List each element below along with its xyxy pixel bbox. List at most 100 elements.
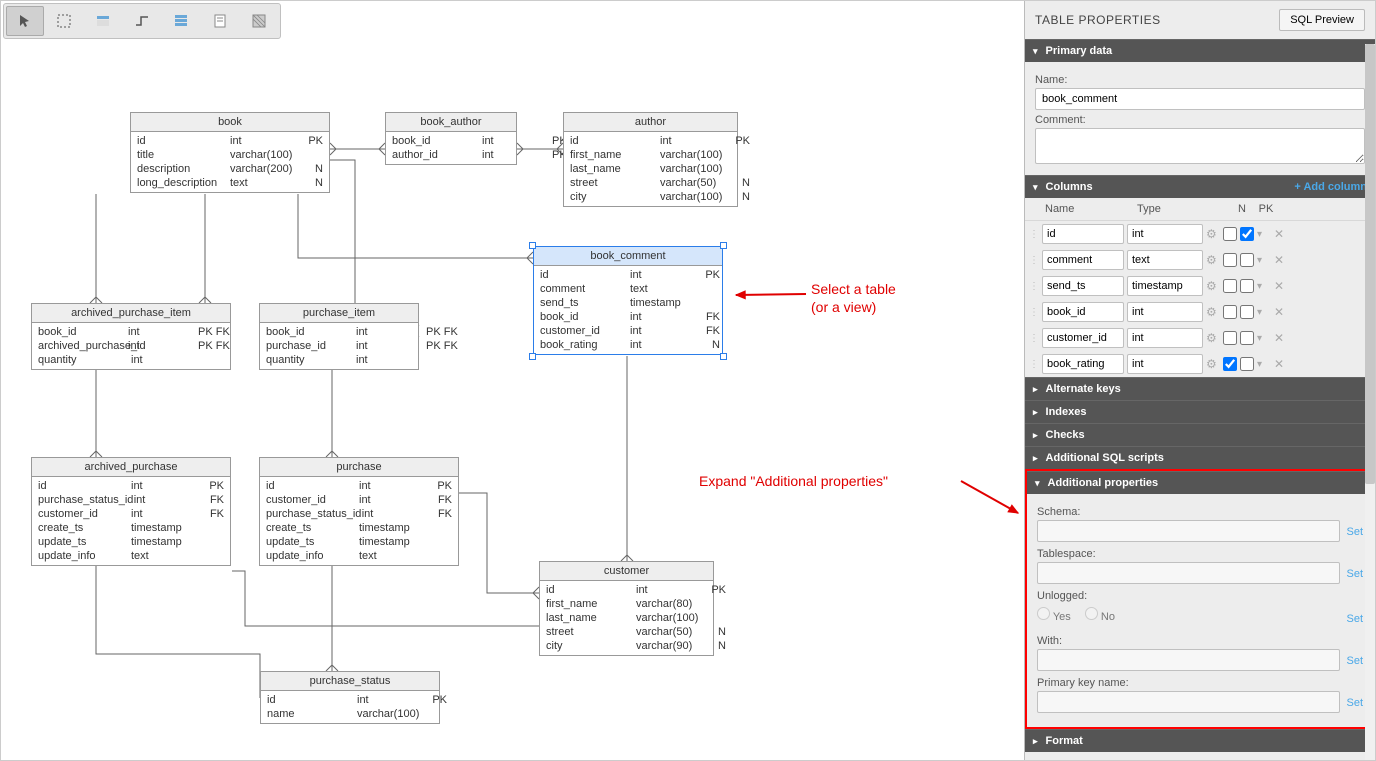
column-name-input[interactable] <box>1042 250 1124 270</box>
table-name-input[interactable] <box>1035 88 1365 110</box>
table-comment-input[interactable] <box>1035 128 1365 164</box>
nullable-checkbox[interactable] <box>1223 253 1237 267</box>
erd-table-purchase_item[interactable]: purchase_itembook_idintPK FKpurchase_idi… <box>259 303 419 370</box>
table-column: update_tstimestamp <box>38 535 224 549</box>
delete-icon[interactable]: ✕ <box>1274 227 1288 241</box>
sql-preview-button[interactable]: SQL Preview <box>1279 9 1365 31</box>
delete-icon[interactable]: ✕ <box>1274 253 1288 267</box>
schema-input[interactable] <box>1037 520 1340 542</box>
table-column: cityvarchar(90)N <box>546 639 707 653</box>
with-set-link[interactable]: Set <box>1346 655 1363 667</box>
gear-icon[interactable]: ⚙ <box>1206 331 1220 345</box>
column-type-input[interactable] <box>1127 250 1203 270</box>
more-icon[interactable]: ▾ <box>1257 333 1271 344</box>
tool-pointer[interactable] <box>6 6 44 36</box>
erd-table-author[interactable]: authoridintPKfirst_namevarchar(100)last_… <box>563 112 738 207</box>
scrollbar-thumb[interactable] <box>1365 44 1375 484</box>
pk-checkbox[interactable] <box>1240 279 1254 293</box>
column-name-input[interactable] <box>1042 354 1124 374</box>
gear-icon[interactable]: ⚙ <box>1206 279 1220 293</box>
erd-table-book_comment[interactable]: book_commentidintPKcommenttextsend_tstim… <box>533 246 723 355</box>
erd-table-book[interactable]: bookidintPKtitlevarchar(100)descriptionv… <box>130 112 330 193</box>
table-column: titlevarchar(100) <box>137 148 323 162</box>
drag-handle-icon[interactable]: ⋮⋮ <box>1029 307 1039 318</box>
pkn-set-link[interactable]: Set <box>1346 697 1363 709</box>
drag-handle-icon[interactable]: ⋮⋮ <box>1029 333 1039 344</box>
delete-icon[interactable]: ✕ <box>1274 279 1288 293</box>
table-column: last_namevarchar(100) <box>570 162 731 176</box>
drag-handle-icon[interactable]: ⋮⋮ <box>1029 281 1039 292</box>
more-icon[interactable]: ▾ <box>1257 359 1271 370</box>
unlogged-yes-radio[interactable]: Yes <box>1037 607 1071 623</box>
gear-icon[interactable]: ⚙ <box>1206 357 1220 371</box>
tool-area[interactable] <box>240 6 278 36</box>
erd-canvas[interactable]: bookidintPKtitlevarchar(100)descriptionv… <box>1 1 1024 760</box>
section-columns[interactable]: Columns + Add column <box>1025 175 1375 198</box>
selection-handle[interactable] <box>529 242 536 249</box>
additional-properties-body: Schema: Set Tablespace: Set Unlogged: Ye… <box>1027 494 1373 727</box>
tablespace-input[interactable] <box>1037 562 1340 584</box>
column-type-input[interactable] <box>1127 276 1203 296</box>
schema-set-link[interactable]: Set <box>1346 526 1363 538</box>
tool-table-stack[interactable] <box>162 6 200 36</box>
column-type-input[interactable] <box>1127 328 1203 348</box>
column-type-input[interactable] <box>1127 224 1203 244</box>
selection-handle[interactable] <box>720 242 727 249</box>
section-alternate-keys[interactable]: Alternate keys <box>1025 377 1375 400</box>
section-checks[interactable]: Checks <box>1025 423 1375 446</box>
gear-icon[interactable]: ⚙ <box>1206 253 1220 267</box>
erd-table-purchase_status[interactable]: purchase_statusidintPKnamevarchar(100) <box>260 671 440 724</box>
selection-handle[interactable] <box>720 353 727 360</box>
erd-table-book_author[interactable]: book_authorbook_idintPK FKauthor_idintPK… <box>385 112 517 165</box>
erd-table-purchase[interactable]: purchaseidintPKcustomer_idintFKpurchase_… <box>259 457 459 566</box>
nullable-checkbox[interactable] <box>1223 227 1237 241</box>
column-type-input[interactable] <box>1127 354 1203 374</box>
section-additional-properties[interactable]: Additional properties <box>1027 471 1373 494</box>
drag-handle-icon[interactable]: ⋮⋮ <box>1029 359 1039 370</box>
column-name-input[interactable] <box>1042 328 1124 348</box>
nullable-checkbox[interactable] <box>1223 305 1237 319</box>
column-type-input[interactable] <box>1127 302 1203 322</box>
gear-icon[interactable]: ⚙ <box>1206 227 1220 241</box>
unlogged-no-radio[interactable]: No <box>1085 607 1115 623</box>
more-icon[interactable]: ▾ <box>1257 281 1271 292</box>
pk-checkbox[interactable] <box>1240 253 1254 267</box>
gear-icon[interactable]: ⚙ <box>1206 305 1220 319</box>
unlogged-set-link[interactable]: Set <box>1346 613 1363 625</box>
pk-checkbox[interactable] <box>1240 227 1254 241</box>
section-additional-sql-scripts[interactable]: Additional SQL scripts <box>1025 446 1375 469</box>
more-icon[interactable]: ▾ <box>1257 255 1271 266</box>
with-input[interactable] <box>1037 649 1340 671</box>
tool-marquee[interactable] <box>45 6 83 36</box>
nullable-checkbox[interactable] <box>1223 357 1237 371</box>
pk-checkbox[interactable] <box>1240 305 1254 319</box>
erd-table-archived_purchase[interactable]: archived_purchaseidintPKpurchase_status_… <box>31 457 231 566</box>
column-name-input[interactable] <box>1042 276 1124 296</box>
tablespace-set-link[interactable]: Set <box>1346 568 1363 580</box>
more-icon[interactable]: ▾ <box>1257 229 1271 240</box>
drag-handle-icon[interactable]: ⋮⋮ <box>1029 229 1039 240</box>
scrollbar-track[interactable] <box>1365 44 1375 760</box>
tool-connector[interactable] <box>123 6 161 36</box>
add-column-link[interactable]: + Add column <box>1294 181 1367 193</box>
erd-table-archived_purchase_item[interactable]: archived_purchase_itembook_idintPK FKarc… <box>31 303 231 370</box>
drag-handle-icon[interactable]: ⋮⋮ <box>1029 255 1039 266</box>
section-indexes[interactable]: Indexes <box>1025 400 1375 423</box>
column-name-input[interactable] <box>1042 224 1124 244</box>
more-icon[interactable]: ▾ <box>1257 307 1271 318</box>
delete-icon[interactable]: ✕ <box>1274 331 1288 345</box>
delete-icon[interactable]: ✕ <box>1274 305 1288 319</box>
section-primary-data[interactable]: Primary data <box>1025 39 1375 62</box>
nullable-checkbox[interactable] <box>1223 331 1237 345</box>
column-name-input[interactable] <box>1042 302 1124 322</box>
selection-handle[interactable] <box>529 353 536 360</box>
pk-checkbox[interactable] <box>1240 331 1254 345</box>
pk-checkbox[interactable] <box>1240 357 1254 371</box>
pkn-input[interactable] <box>1037 691 1340 713</box>
tool-note[interactable] <box>201 6 239 36</box>
section-format[interactable]: Format <box>1025 729 1375 752</box>
delete-icon[interactable]: ✕ <box>1274 357 1288 371</box>
tool-table-single[interactable] <box>84 6 122 36</box>
erd-table-customer[interactable]: customeridintPKfirst_namevarchar(80)last… <box>539 561 714 656</box>
nullable-checkbox[interactable] <box>1223 279 1237 293</box>
